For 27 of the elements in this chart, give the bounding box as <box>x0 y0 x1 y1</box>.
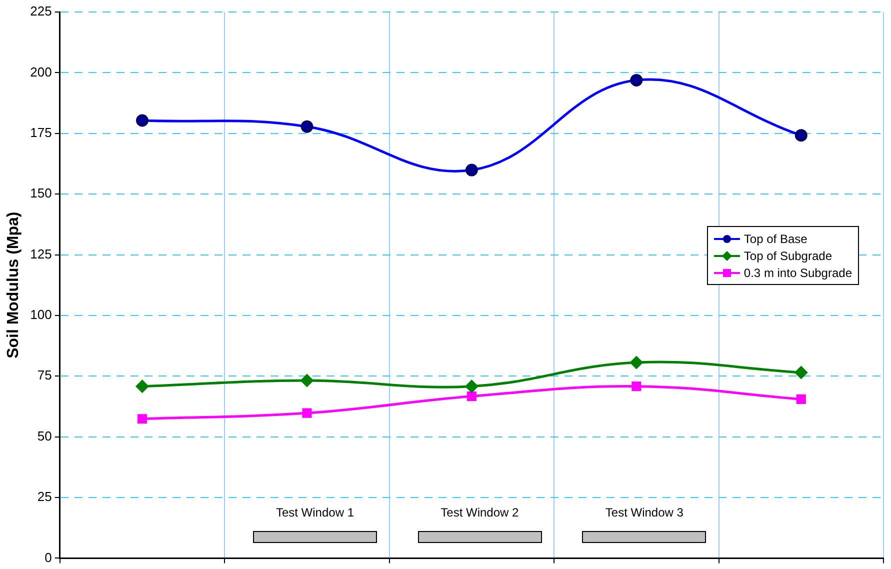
point <box>465 380 478 393</box>
y-tick-label: 225 <box>30 4 52 19</box>
y-tick-label: 75 <box>37 368 52 383</box>
point <box>632 382 642 392</box>
point <box>302 408 312 418</box>
legend-label: 0.3 m into Subgrade <box>744 266 852 280</box>
y-tick-label: 25 <box>37 489 52 504</box>
point <box>137 414 148 424</box>
annotation: Test Window 3 <box>605 506 684 520</box>
y-tick-label: 125 <box>30 246 52 262</box>
y-axis-title: Soil Modulus (Mpa) <box>5 212 22 358</box>
legend-label: Top of Base <box>744 232 808 246</box>
y-tick-label: 175 <box>30 124 52 140</box>
legend-label: Top of Subgrade <box>744 248 832 262</box>
point <box>630 356 643 369</box>
point <box>794 366 808 379</box>
annotation: Test Window 2 <box>440 506 520 520</box>
annotation: Test Window 1 <box>276 506 354 520</box>
y-tick-label: 150 <box>30 186 52 201</box>
point <box>466 391 476 402</box>
point <box>136 380 148 393</box>
point <box>300 374 314 387</box>
y-tick-label: 100 <box>30 307 52 322</box>
y-tick-label: 0 <box>44 550 52 565</box>
y-tick-label: 50 <box>37 428 52 444</box>
point <box>796 394 806 404</box>
y-tick-label: 200 <box>30 64 52 80</box>
